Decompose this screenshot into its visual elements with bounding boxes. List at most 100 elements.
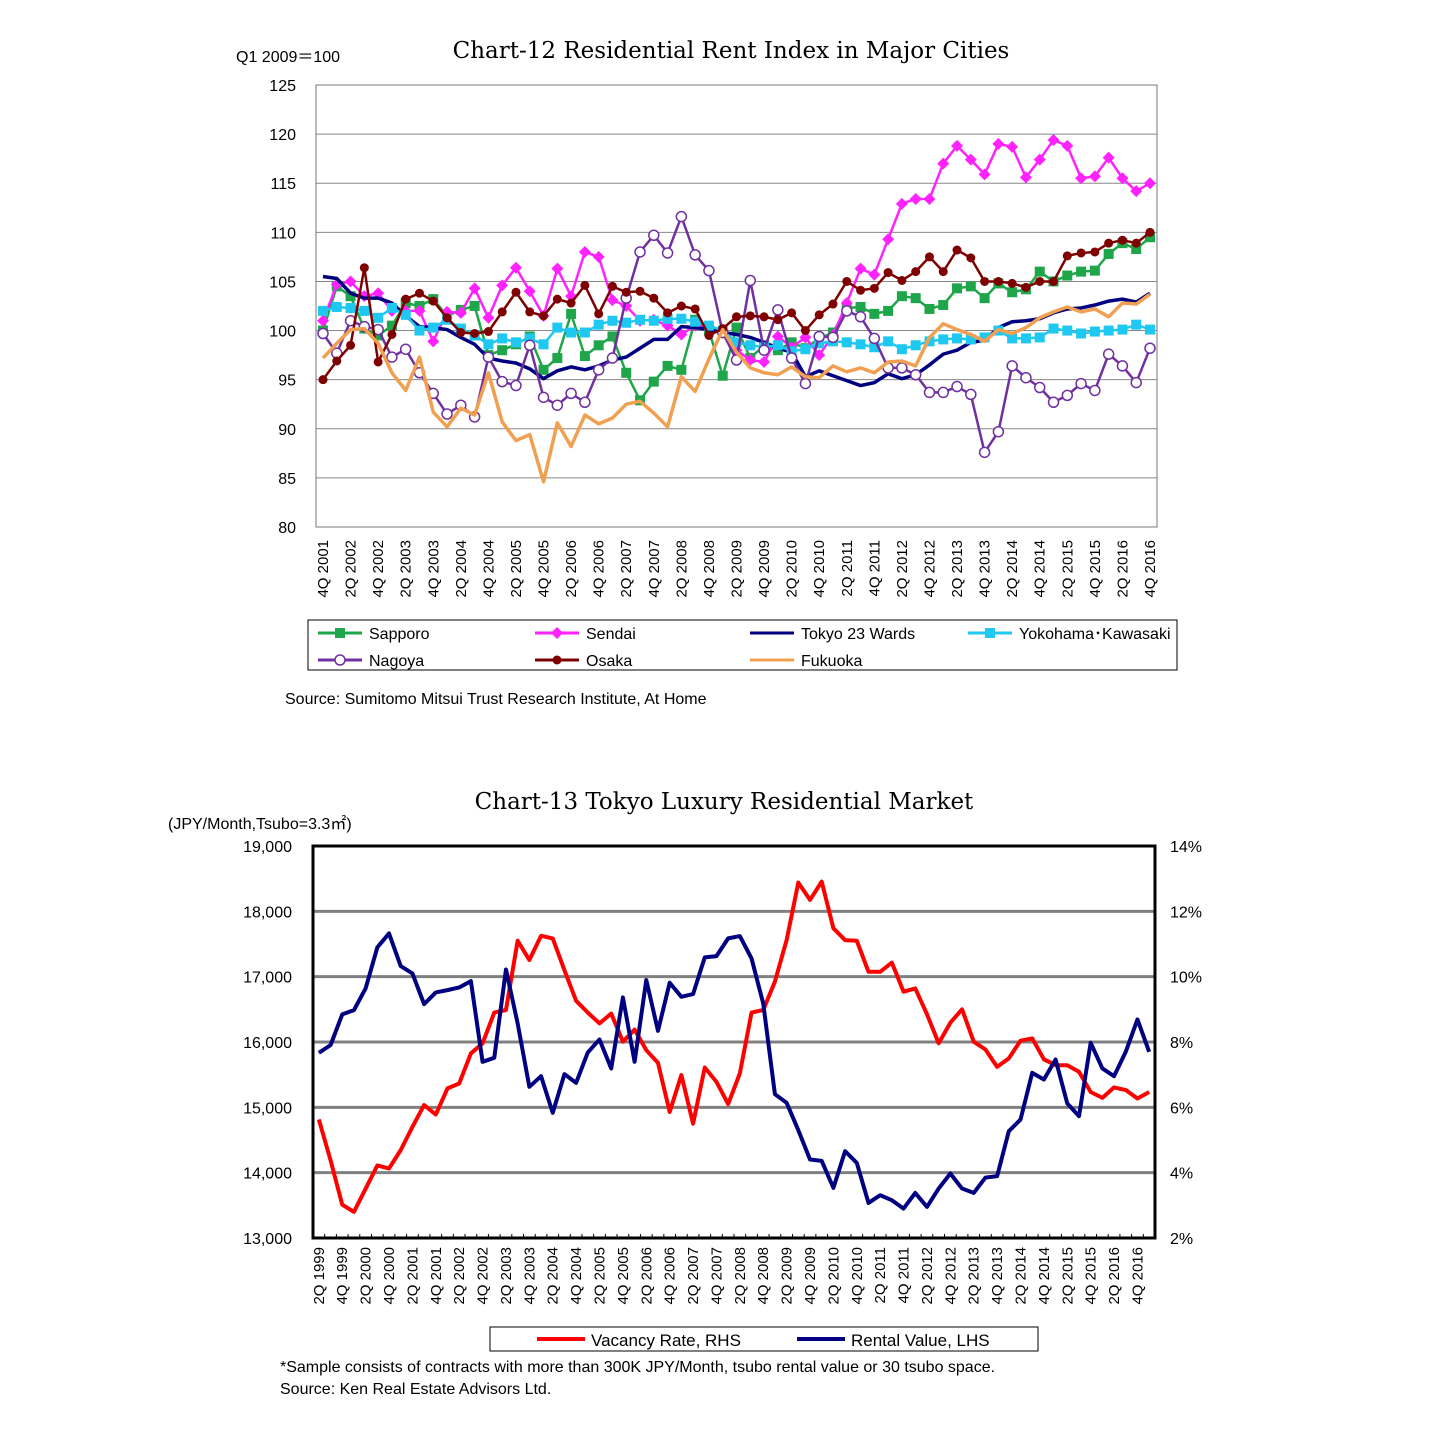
data-point: [593, 319, 604, 330]
x-tick-label: 4Q 2004: [568, 1247, 585, 1305]
data-point: [386, 302, 397, 313]
series-rental-value-lhs: [317, 931, 1152, 1211]
x-tick-label: 2Q 2003: [498, 1247, 515, 1305]
data-point: [566, 308, 577, 319]
data-point: [1062, 325, 1073, 336]
x-tick-label: 2Q 2012: [919, 1247, 936, 1305]
data-point: [952, 333, 963, 344]
legend-marker: [552, 655, 562, 665]
data-point: [1116, 360, 1129, 372]
data-point: [938, 334, 949, 345]
x-tick-label: 4Q 2009: [802, 1247, 819, 1305]
data-point: [1076, 328, 1087, 339]
data-point: [1103, 248, 1114, 259]
data-point: [1047, 396, 1060, 409]
data-point: [483, 327, 493, 337]
data-point: [1145, 324, 1155, 335]
series-line: [321, 292, 1152, 484]
chart-12-x-axis: 4Q 2001 2Q 2002 4Q 2002 2Q 2003 4Q 2003 2Q 20…: [315, 540, 1159, 598]
data-point: [937, 157, 950, 170]
chart-13-source: Source: Ken Real Estate Advisors Ltd.: [280, 1381, 551, 1398]
data-point: [346, 340, 356, 350]
data-point: [318, 305, 328, 316]
chart-13-gridlines: [313, 909, 1155, 1175]
data-point: [869, 342, 880, 353]
data-point: [869, 308, 880, 319]
data-point: [1034, 266, 1045, 277]
chart-13-y-unit: (JPY/Month,Tsubo=3.3㎡): [168, 815, 352, 833]
data-point: [497, 333, 508, 344]
y-tick-label: 125: [269, 78, 296, 95]
data-point: [469, 301, 480, 311]
chart-13-footnote: *Sample consists of contracts with more …: [280, 1359, 995, 1376]
data-point: [1007, 278, 1017, 288]
data-point: [510, 337, 521, 348]
y-tick-label: 13,000: [243, 1231, 292, 1248]
data-point: [413, 304, 426, 317]
data-point: [923, 192, 936, 205]
data-point: [566, 298, 576, 308]
data-point: [896, 291, 907, 302]
data-point: [373, 330, 384, 341]
data-point: [689, 249, 701, 261]
data-point: [745, 340, 756, 351]
x-tick-label: 4Q 2010: [811, 540, 828, 598]
data-point: [482, 351, 495, 363]
data-point: [592, 364, 605, 376]
data-point: [662, 313, 673, 324]
data-point: [1048, 323, 1059, 334]
y-tick-label: 19,000: [243, 839, 292, 856]
data-point: [910, 293, 921, 304]
data-point: [1131, 319, 1142, 330]
x-tick-label: 4Q 2013: [989, 1247, 1006, 1305]
data-point: [1034, 332, 1045, 343]
data-point: [537, 391, 550, 404]
x-tick-label: 4Q 2016: [1129, 1247, 1146, 1305]
data-point: [855, 339, 866, 350]
data-point: [592, 250, 605, 263]
y2-tick-label: 4%: [1170, 1166, 1193, 1183]
data-point: [1117, 235, 1127, 245]
data-point: [895, 197, 908, 210]
x-tick-label: 4Q 2011: [866, 540, 883, 596]
data-point: [428, 296, 438, 306]
y2-tick-label: 10%: [1170, 970, 1202, 987]
chart-12-plot-border: [315, 84, 1158, 528]
data-point: [1145, 232, 1155, 243]
series-vacancy-rate-rhs: [316, 879, 1151, 1214]
x-tick-label: 4Q 2005: [615, 1247, 632, 1305]
data-point: [1130, 185, 1143, 198]
data-point: [855, 301, 866, 312]
data-point: [951, 139, 964, 152]
legend-label: Rental Value, LHS: [851, 1331, 990, 1350]
x-tick-label: 4Q 2007: [708, 1247, 725, 1305]
x-tick-label: 2Q 2001: [404, 1247, 421, 1305]
data-point: [978, 168, 991, 181]
data-point: [552, 322, 563, 333]
legend-item: Sapporo: [318, 626, 430, 643]
x-tick-label: 4Q 2014: [1032, 540, 1049, 598]
data-point: [1144, 177, 1156, 190]
data-point: [372, 287, 385, 300]
data-point: [399, 343, 412, 355]
x-tick-label: 4Q 2015: [1083, 1247, 1100, 1305]
data-point: [1061, 389, 1074, 402]
y2-tick-label: 14%: [1170, 839, 1202, 856]
x-tick-label: 2Q 2009: [729, 540, 746, 598]
x-tick-label: 2Q 2011: [872, 1247, 889, 1303]
data-point: [732, 312, 741, 322]
data-point: [993, 276, 1003, 286]
y-tick-label: 105: [269, 274, 296, 291]
chart-12-y-axis: 80 85 90 95 100 105 110 115 120 125: [269, 78, 296, 537]
data-point: [607, 281, 617, 291]
data-point: [992, 425, 1005, 438]
chart-12-y-unit: Q1 2009＝100: [236, 49, 340, 66]
data-point: [676, 301, 686, 311]
data-point: [965, 281, 976, 292]
legend-item: Rental Value, LHS: [797, 1331, 990, 1350]
data-point: [470, 329, 480, 339]
data-point: [580, 280, 590, 290]
x-tick-label: 2Q 2000: [358, 1247, 375, 1305]
x-tick-label: 4Q 1999: [334, 1247, 351, 1305]
data-point: [1104, 238, 1114, 248]
